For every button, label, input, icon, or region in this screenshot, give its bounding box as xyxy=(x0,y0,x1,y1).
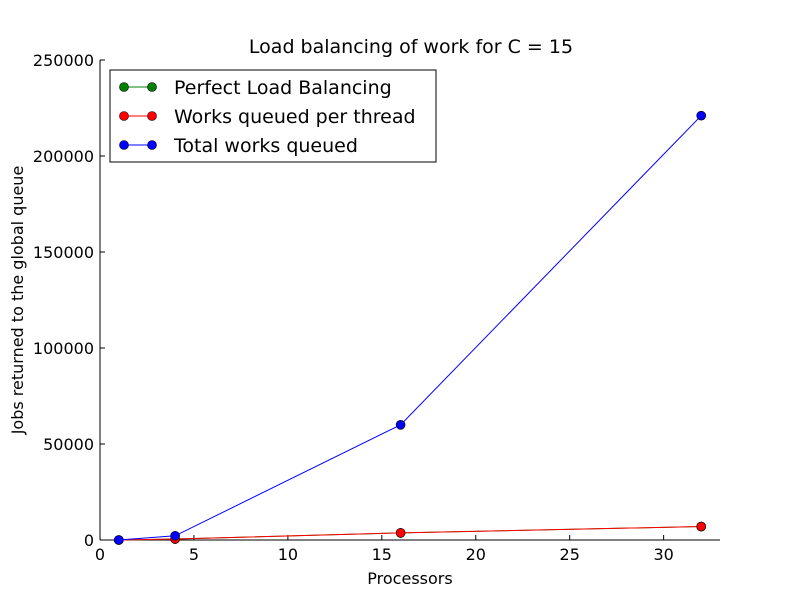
x-axis-label: Processors xyxy=(367,569,452,588)
data-point xyxy=(395,528,406,538)
x-tick-label: 25 xyxy=(560,545,580,564)
x-tick-label: 30 xyxy=(653,545,673,564)
y-tick-label: 150000 xyxy=(33,243,94,262)
legend-label: Works queued per thread xyxy=(174,106,416,128)
legend-frame xyxy=(109,69,437,163)
legend-marker xyxy=(119,82,129,92)
y-tick-label: 200000 xyxy=(33,147,94,166)
plot-area: 0 5 10 15 20 25 30 0 50000 100000 150000 200000 2500… xyxy=(33,51,720,564)
legend-label: Perfect Load Balancing xyxy=(174,77,392,99)
x-tick-label: 20 xyxy=(466,545,486,564)
legend-marker xyxy=(147,82,157,92)
legend-label: Total works queued xyxy=(173,135,358,157)
y-tick-label: 0 xyxy=(84,531,94,550)
series-line-2 xyxy=(118,115,702,541)
data-point xyxy=(696,521,707,532)
series-line-1 xyxy=(118,526,702,541)
legend-marker xyxy=(119,140,129,150)
legend-marker xyxy=(147,140,157,150)
chart-title: Load balancing of work for C = 15 xyxy=(249,36,573,58)
data-point xyxy=(696,110,707,121)
data-point xyxy=(395,419,406,430)
x-tick-label: 10 xyxy=(278,545,298,564)
legend-marker xyxy=(147,111,157,121)
y-tick-label: 50000 xyxy=(43,435,94,454)
data-point xyxy=(113,535,124,545)
x-tick-label: 0 xyxy=(95,545,105,564)
y-axis-label: Jobs returned to the global queue xyxy=(8,166,27,436)
x-tick-label: 15 xyxy=(372,545,392,564)
x-tick-label: 5 xyxy=(189,545,199,564)
y-tick-label: 250000 xyxy=(33,51,94,70)
y-tick-label: 100000 xyxy=(33,339,94,358)
data-point xyxy=(170,530,180,541)
legend-marker xyxy=(119,111,129,121)
legend: Perfect Load Balancing Works queued per t… xyxy=(109,69,437,163)
